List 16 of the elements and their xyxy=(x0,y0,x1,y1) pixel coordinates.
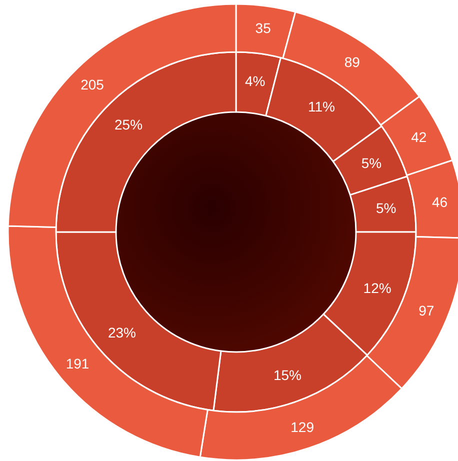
data-label: 5% xyxy=(376,200,396,216)
data-label: 25% xyxy=(114,116,143,133)
data-label: 15% xyxy=(273,367,302,384)
data-label: 42 xyxy=(411,129,427,146)
data-label: 46 xyxy=(432,194,448,210)
data-label: 4% xyxy=(244,73,266,90)
data-label: 205 xyxy=(80,76,104,92)
data-label: 35 xyxy=(255,20,272,36)
data-label: 12% xyxy=(363,280,392,296)
data-label: 5% xyxy=(361,154,382,171)
data-label: 191 xyxy=(66,356,90,372)
data-label: 97 xyxy=(418,302,434,319)
data-label: 11% xyxy=(308,98,335,114)
data-label: 23% xyxy=(108,324,136,341)
data-label: 89 xyxy=(344,54,360,70)
data-label: 129 xyxy=(290,419,314,436)
